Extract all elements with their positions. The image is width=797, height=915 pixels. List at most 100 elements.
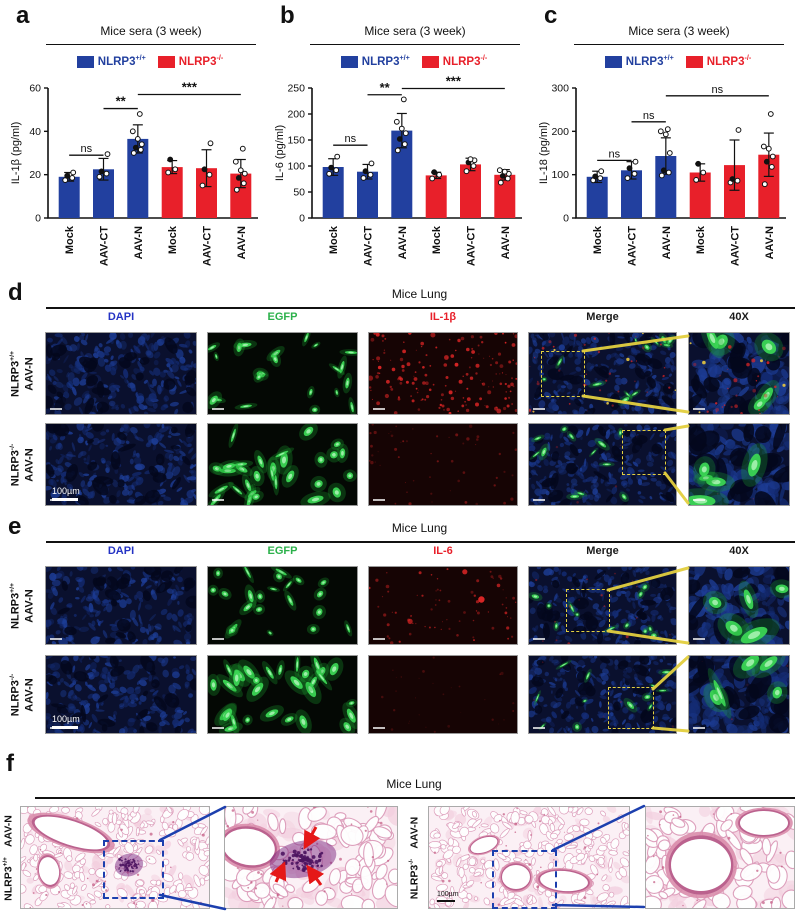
legend-item-wt: NLRP3+/+	[76, 54, 146, 68]
panel-d: d Mice Lung DAPI EGFP IL-1β Merge 40X NL…	[0, 279, 797, 515]
svg-text:AAV-N: AAV-N	[500, 226, 512, 259]
panel-f-title: Mice Lung	[386, 777, 442, 791]
svg-text:AAV-N: AAV-N	[397, 226, 409, 259]
scale-bar: 100µm	[52, 487, 80, 501]
chart-legend: NLRP3+/+ NLRP3-/-	[564, 54, 792, 68]
svg-text:40: 40	[29, 126, 41, 138]
svg-text:Mock: Mock	[167, 225, 179, 254]
micro-row-ko: NLRP3-/- AAV-N 100µm	[0, 423, 797, 506]
column-header-40x: 40X	[729, 311, 749, 323]
group-label-wt: NLRP3+/+AAV-N	[1, 814, 15, 901]
svg-text:ns: ns	[643, 110, 655, 122]
micro-image-egfp	[207, 566, 358, 645]
histology-image-zoom-ko	[645, 806, 795, 909]
chart-title-b: Mice sera (3 week)	[364, 24, 466, 38]
legend-item-ko: NLRP3-/-	[157, 54, 223, 68]
svg-text:200: 200	[551, 126, 569, 138]
micro-image-egfp	[207, 332, 358, 415]
legend-label-wt: NLRP3+/+	[361, 54, 410, 68]
group-label-ko: NLRP3-/-AAV-N	[407, 816, 421, 899]
svg-text:AAV-CT: AAV-CT	[99, 226, 111, 266]
column-header-dapi: DAPI	[107, 545, 135, 557]
column-header-merge: Merge	[586, 311, 619, 323]
svg-text:250: 250	[287, 83, 305, 95]
svg-text:200: 200	[287, 109, 305, 121]
column-header-egfp: EGFP	[267, 311, 298, 323]
svg-text:ns: ns	[712, 84, 724, 96]
legend-swatch-wt	[604, 55, 622, 68]
svg-text:AAV-CT: AAV-CT	[730, 226, 742, 266]
title-rule	[310, 44, 520, 45]
micro-image-egfp	[207, 423, 358, 506]
panel-letter-b: b	[280, 2, 295, 29]
chart-legend: NLRP3+/+ NLRP3-/-	[36, 54, 264, 68]
svg-text:***: ***	[182, 80, 198, 95]
panel-letter-e: e	[8, 513, 22, 540]
panel-letter-a: a	[16, 2, 30, 29]
chart-legend: NLRP3+/+ NLRP3-/-	[300, 54, 528, 68]
column-header-dapi: DAPI	[107, 311, 135, 323]
legend-label-ko: NLRP3-/-	[442, 54, 488, 68]
legend-swatch-ko	[157, 55, 175, 68]
svg-text:IL-18 (pg/ml): IL-18 (pg/ml)	[538, 122, 550, 184]
svg-text:50: 50	[293, 187, 305, 199]
micro-row-wt: NLRP3+/+ AAV-N	[0, 332, 797, 415]
svg-text:Mock: Mock	[328, 225, 340, 254]
zoom-region-box	[621, 430, 667, 476]
chart-title-a: Mice sera (3 week)	[100, 24, 202, 38]
svg-text:300: 300	[551, 83, 569, 95]
zoom-region-box	[565, 588, 611, 633]
column-header-il6: IL-6	[433, 545, 453, 557]
legend-swatch-wt	[76, 55, 94, 68]
zoom-region-box	[540, 350, 586, 398]
micro-image-merge	[528, 566, 677, 645]
legend-swatch-ko	[685, 55, 703, 68]
svg-text:ns: ns	[345, 133, 357, 145]
svg-text:ns: ns	[81, 143, 93, 155]
micro-image-merge	[528, 332, 677, 415]
panel-letter-d: d	[8, 279, 23, 306]
svg-text:Mock: Mock	[431, 225, 443, 254]
legend-item-ko: NLRP3-/-	[421, 54, 488, 68]
micro-image-il6	[368, 655, 518, 734]
legend-label-wt: NLRP3+/+	[625, 54, 674, 68]
micro-image-il6	[368, 566, 518, 645]
scale-bar: 100µm	[437, 891, 459, 902]
svg-text:AAV-CT: AAV-CT	[202, 226, 214, 266]
micro-image-il1b	[368, 423, 518, 506]
svg-text:IL-6 (pg/ml): IL-6 (pg/ml)	[274, 125, 286, 181]
svg-text:0: 0	[563, 213, 569, 225]
panel-letter-f: f	[6, 750, 14, 777]
title-rule	[574, 44, 784, 45]
panel-e: e Mice Lung DAPI EGFP IL-6 Merge 40X NLR…	[0, 513, 797, 750]
row-label-ko: NLRP3-/- AAV-N	[9, 443, 36, 486]
micro-image-40x	[688, 566, 790, 645]
micro-image-merge	[528, 655, 677, 734]
legend-label-ko: NLRP3-/-	[706, 54, 752, 68]
svg-text:150: 150	[287, 135, 305, 147]
row-label-ko: NLRP3-/- AAV-N	[9, 673, 36, 716]
svg-text:20: 20	[29, 169, 41, 181]
bar-chart-il6: 0 50 100 150 200 250 IL-6 (pg/ml) Mock AAV-CT AAV…	[274, 76, 522, 266]
micro-image-dapi	[45, 332, 197, 415]
legend-swatch-wt	[340, 55, 358, 68]
micro-image-il1b	[368, 332, 518, 415]
svg-text:***: ***	[446, 76, 462, 89]
micro-row-ko: NLRP3-/- AAV-N 100µm	[0, 655, 797, 734]
bar-chart-il18: 0 100 200 300 IL-18 (pg/ml) Mock AAV-CT AAV-N Mo…	[538, 83, 786, 266]
title-rule	[35, 797, 795, 799]
panel-letter-c: c	[544, 2, 558, 29]
legend-item-wt: NLRP3+/+	[604, 54, 674, 68]
micro-image-dapi	[45, 566, 197, 645]
micro-image-40x	[688, 655, 790, 734]
title-rule	[46, 307, 795, 309]
chart-title-c: Mice sera (3 week)	[628, 24, 730, 38]
legend-swatch-ko	[421, 55, 439, 68]
panel-e-title: Mice Lung	[391, 521, 448, 535]
panel-f: f Mice Lung NLRP3+/+AAV-N NLRP3-/-AAV-N …	[0, 752, 797, 915]
scale-bar: 100µm	[52, 715, 80, 729]
svg-text:AAV-CT: AAV-CT	[627, 226, 639, 266]
column-header-il1b: IL-1β	[429, 311, 457, 323]
svg-text:Mock: Mock	[592, 225, 604, 254]
